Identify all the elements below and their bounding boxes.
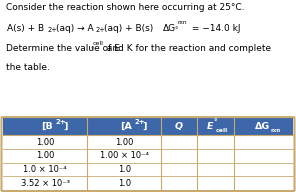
Text: 2+: 2+ bbox=[48, 27, 57, 33]
Text: Q: Q bbox=[175, 122, 183, 131]
Text: ]: ] bbox=[143, 122, 147, 131]
Text: 2+: 2+ bbox=[56, 119, 66, 125]
Text: 1.00: 1.00 bbox=[36, 151, 54, 160]
Text: 2+: 2+ bbox=[96, 27, 105, 33]
Text: E: E bbox=[207, 122, 213, 131]
Text: °: ° bbox=[90, 48, 94, 54]
Text: (aq) → A: (aq) → A bbox=[56, 24, 93, 33]
Text: 1.00: 1.00 bbox=[36, 138, 54, 147]
Text: rxn: rxn bbox=[271, 128, 281, 133]
Text: = −14.0 kJ: = −14.0 kJ bbox=[189, 24, 241, 33]
Text: °: ° bbox=[214, 119, 217, 125]
Text: [A: [A bbox=[120, 122, 132, 131]
Text: 3.52 × 10⁻³: 3.52 × 10⁻³ bbox=[21, 179, 70, 188]
Text: °: ° bbox=[174, 27, 177, 33]
Text: and K for the reaction and complete: and K for the reaction and complete bbox=[104, 44, 271, 53]
Text: 1.0 × 10⁻⁴: 1.0 × 10⁻⁴ bbox=[23, 165, 67, 174]
Text: 1.0: 1.0 bbox=[118, 165, 131, 174]
Text: cell: cell bbox=[93, 41, 104, 46]
Text: ΔG: ΔG bbox=[255, 122, 270, 131]
Text: Consider the reaction shown here occurring at 25°C.: Consider the reaction shown here occurri… bbox=[6, 3, 244, 12]
Text: (aq) + B(s): (aq) + B(s) bbox=[104, 24, 153, 33]
Text: 1.00: 1.00 bbox=[115, 138, 133, 147]
Text: ΔG: ΔG bbox=[163, 24, 176, 33]
Text: 2+: 2+ bbox=[135, 119, 145, 125]
Text: ]: ] bbox=[63, 122, 68, 131]
Bar bbox=[3, 118, 293, 135]
Text: the table.: the table. bbox=[6, 63, 50, 72]
Text: [B: [B bbox=[41, 122, 52, 131]
Text: 1.00 × 10⁻⁴: 1.00 × 10⁻⁴ bbox=[100, 151, 149, 160]
Text: cell: cell bbox=[216, 128, 229, 133]
Text: Determine the value of E: Determine the value of E bbox=[6, 44, 120, 53]
Text: rxn: rxn bbox=[178, 20, 187, 25]
Text: A(s) + B: A(s) + B bbox=[7, 24, 44, 33]
Text: 1.0: 1.0 bbox=[118, 179, 131, 188]
